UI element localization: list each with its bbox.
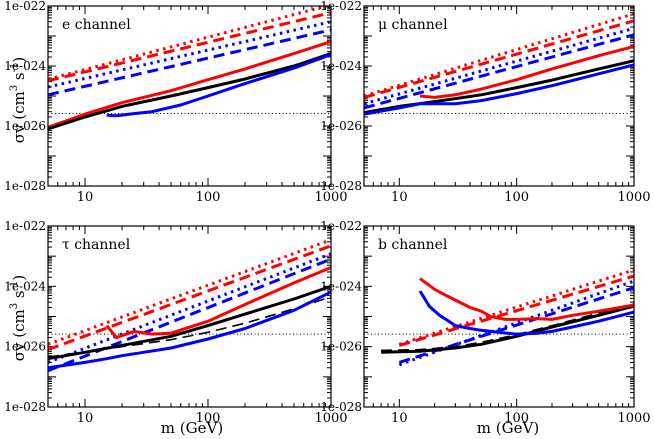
series-red-solid <box>105 266 331 340</box>
series-red-dashed <box>364 19 634 99</box>
series-blue-dashed <box>48 257 331 373</box>
series-red-dashed <box>48 11 331 83</box>
series-black-dashed <box>381 303 634 352</box>
chart-panel-3: 10 100 1000 1e-028 1e-026 1e-024 1e-022 τ chann… <box>4 219 347 426</box>
ylabel-mid: s <box>10 290 28 302</box>
x-axis-label-left: m (GeV) <box>161 419 223 437</box>
ylabel-exp1: 3 <box>9 85 20 91</box>
series-red-solid <box>419 277 634 321</box>
plot-area <box>48 238 331 373</box>
series-blue-dotted <box>364 26 634 106</box>
chart-title: e channel <box>62 17 131 33</box>
x-tick-label: 1000 <box>617 190 650 205</box>
plot-frame <box>363 5 635 187</box>
x-tick-label: 10 <box>391 411 408 426</box>
chart-title: b channel <box>378 237 448 253</box>
y-tick-label: 1e-024 <box>320 279 362 293</box>
ylabel-exp1: 3 <box>9 303 20 309</box>
ylabel-exp2: -1 <box>9 63 20 73</box>
y-tick-label: 1e-026 <box>320 340 362 354</box>
chart-title: τ channel <box>62 237 131 253</box>
chart-panel-2: 10 100 1000 1e-028 1e-026 1e-024 1e-022 μ chann… <box>320 0 650 205</box>
series-black-solid <box>48 284 331 361</box>
series-red-solid <box>419 44 634 99</box>
ylabel-end: ) <box>10 57 28 63</box>
y-tick-label: 1e-028 <box>320 400 362 414</box>
y-tick-label: 1e-026 <box>320 119 362 133</box>
svg-text:σv (cm3 s-1): σv (cm3 s-1) <box>9 57 28 143</box>
ylabel-main: σv (cm <box>10 309 28 361</box>
chart-panel-1: 10 100 1000 1e-028 1e-026 1e-024 1e-022 e chann… <box>4 0 347 205</box>
series-blue-solid <box>106 53 331 118</box>
x-tick-label: 1000 <box>314 411 347 426</box>
y-tick-label: 1e-024 <box>4 59 46 73</box>
y-tick-label: 1e-024 <box>320 59 362 73</box>
series-red-dotted <box>364 12 634 98</box>
y-axis-label-bottom: σv (cm3 s-1) <box>9 275 28 361</box>
plot-area <box>48 6 331 131</box>
ylabel-end: ) <box>10 275 28 281</box>
y-tick-label: 1e-028 <box>320 179 362 193</box>
series-blue-dotted <box>48 252 331 364</box>
ylabel-exp2: -1 <box>9 281 20 291</box>
plot-frame <box>47 5 332 187</box>
chart-panel-4: 10 100 1000 1e-028 1e-026 1e-024 1e-022 b chann… <box>320 219 650 426</box>
chart-title: μ channel <box>378 17 448 33</box>
y-tick-label: 1e-026 <box>4 119 46 133</box>
series-red-dotted <box>48 238 331 346</box>
series-red-dashed <box>398 274 634 347</box>
x-tick-label: 10 <box>77 190 94 205</box>
x-tick-label: 10 <box>391 190 408 205</box>
x-tick-label: 1000 <box>617 411 650 426</box>
x-tick-label: 100 <box>504 190 529 205</box>
series-blue-solid <box>418 290 634 336</box>
x-tick-label: 100 <box>504 411 529 426</box>
series-blue-solid <box>364 63 634 116</box>
y-tick-label: 1e-028 <box>4 400 46 414</box>
x-axis-label-right: m (GeV) <box>477 419 539 437</box>
ylabel-main: σv (cm <box>10 91 28 143</box>
series-black-solid <box>381 304 634 354</box>
plot-area <box>364 268 634 367</box>
plot-frame <box>363 225 635 408</box>
ylabel-mid: s <box>10 72 28 84</box>
x-tick-label: 100 <box>196 411 221 426</box>
x-tick-label: 1000 <box>314 190 347 205</box>
y-tick-label: 1e-024 <box>4 279 46 293</box>
y-axis-label-top: σv (cm3 s-1) <box>9 57 28 143</box>
svg-text:σv (cm3 s-1): σv (cm3 s-1) <box>9 275 28 361</box>
plot-frame <box>47 225 332 408</box>
y-tick-label: 1e-022 <box>320 0 362 13</box>
x-tick-label: 100 <box>196 190 221 205</box>
plot-area <box>364 12 634 116</box>
y-tick-label: 1e-022 <box>4 0 46 13</box>
y-tick-label: 1e-026 <box>4 340 46 354</box>
y-tick-label: 1e-022 <box>4 219 46 233</box>
series-blue-solid <box>48 290 331 370</box>
series-blue-dashed <box>48 28 331 97</box>
series-red-dotted <box>398 268 634 346</box>
y-tick-label: 1e-028 <box>4 179 46 193</box>
x-tick-label: 10 <box>77 411 94 426</box>
series-black-solid <box>48 52 331 131</box>
series-blue-dashed <box>364 33 634 110</box>
series-red-solid <box>48 40 331 129</box>
y-tick-label: 1e-022 <box>320 219 362 233</box>
